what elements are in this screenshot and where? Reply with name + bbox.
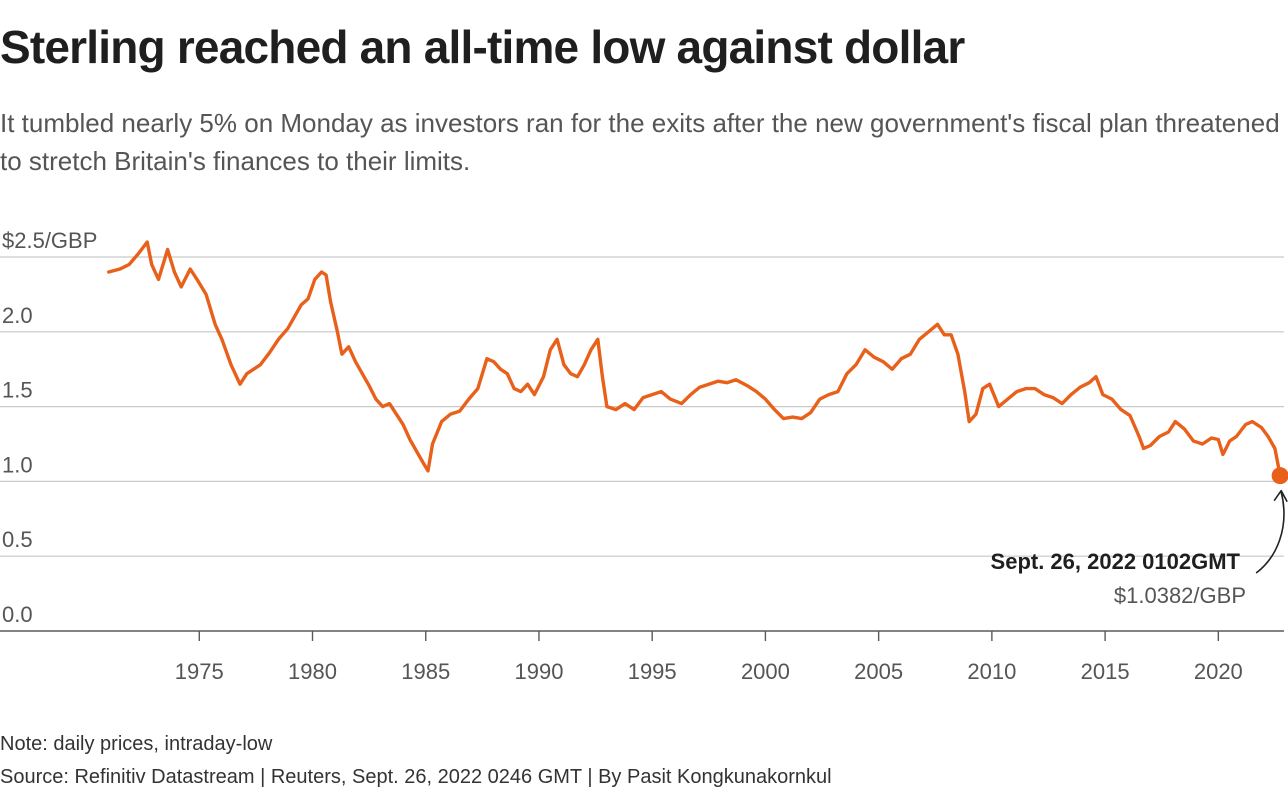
x-tick-label: 2020 (1194, 659, 1243, 684)
low-point-annotation: Sept. 26, 2022 0102GMT $1.0382/GBP (991, 467, 1288, 608)
x-tick-label: 1975 (175, 659, 224, 684)
annotation-value-label: $1.0382/GBP (1114, 583, 1246, 608)
annotation-arrowhead (1273, 489, 1288, 503)
x-tick-label: 2005 (854, 659, 903, 684)
x-tick-label: 2015 (1081, 659, 1130, 684)
x-tick-label: 1985 (401, 659, 450, 684)
y-tick-label: 1.0 (2, 452, 33, 477)
series-line-gbp-usd (106, 240, 1282, 478)
x-tick-label: 1995 (628, 659, 677, 684)
y-tick-label: $2.5/GBP (2, 228, 97, 253)
y-axis-tick-labels: $2.5/GBP 2.0 1.5 1.0 0.5 0.0 (2, 228, 97, 627)
chart-source: Source: Refinitiv Datastream | Reuters, … (0, 766, 832, 788)
chart-note: Note: daily prices, intraday-low (0, 733, 273, 755)
annotation-arrow-line (1255, 491, 1285, 574)
series-layer (106, 240, 1282, 478)
y-tick-label: 0.5 (2, 527, 33, 552)
annotation-date-label: Sept. 26, 2022 0102GMT (991, 549, 1241, 574)
chart-title: Sterling reached an all-time low against… (0, 21, 965, 73)
x-tick-label: 1990 (514, 659, 563, 684)
x-tick-label: 2010 (967, 659, 1016, 684)
all-time-low-marker (1271, 467, 1288, 485)
y-tick-label: 1.5 (2, 378, 33, 403)
x-tick-label: 2000 (741, 659, 790, 684)
chart-subtitle: It tumbled nearly 5% on Monday as invest… (0, 108, 1280, 176)
x-tick-label: 1980 (288, 659, 337, 684)
y-tick-label: 0.0 (2, 602, 33, 627)
x-axis: 1975 1980 1985 1990 1995 2000 2005 2010 2015 2020 (0, 630, 1284, 684)
y-tick-label: 2.0 (2, 303, 33, 328)
gridlines (0, 256, 1284, 557)
